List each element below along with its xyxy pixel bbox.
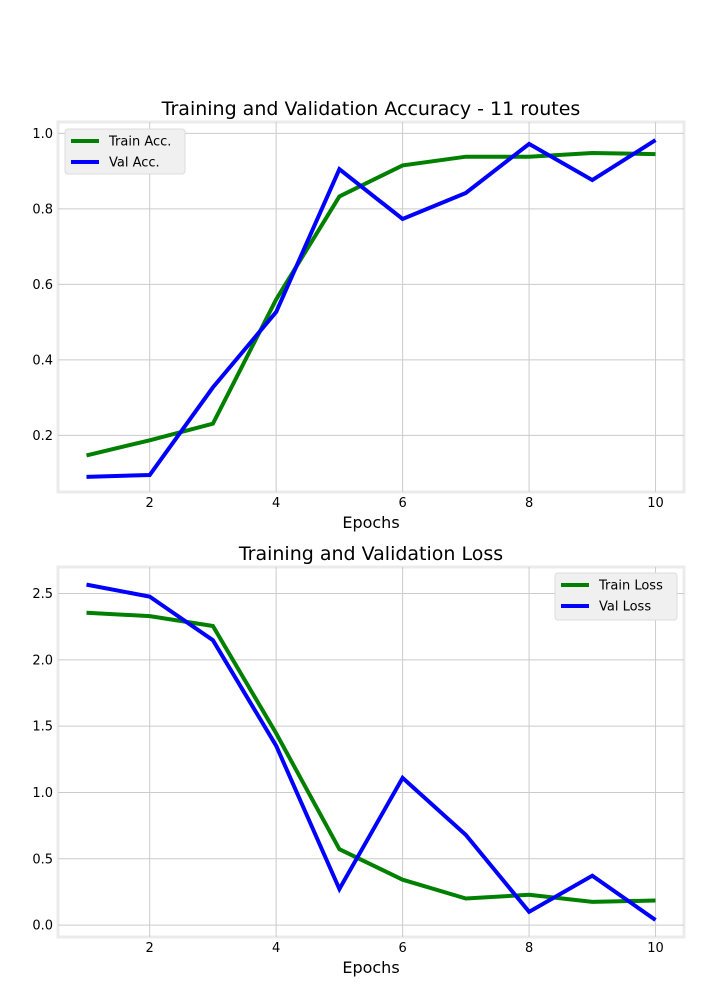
chart-1-x-tick-label: 8	[525, 941, 533, 956]
chart-0-legend-label-1: Val Acc.	[109, 156, 160, 171]
chart-0-y-tick-label: 0.6	[32, 278, 53, 293]
chart-1-series-line-1	[86, 582, 657, 922]
chart-0-y-tick-label: 1.0	[32, 127, 53, 142]
chart-0-x-tick-label: 4	[272, 496, 280, 511]
chart-1-y-tick-label: 0.0	[32, 919, 53, 934]
chart-1-plot-area	[56, 565, 686, 939]
chart-0-series-line-1	[86, 138, 657, 479]
chart-1-series-line-0	[86, 610, 656, 904]
chart-1-x-axis-label: Epochs	[342, 958, 399, 977]
chart-1-legend-label-1: Val Loss	[599, 600, 651, 615]
chart-1-x-tick-label: 2	[146, 941, 154, 956]
chart-1-y-tick-label: 1.5	[32, 720, 53, 735]
chart-1-x-tick-label: 10	[647, 941, 664, 956]
chart-1-legend-label-0: Train Loss	[598, 579, 663, 594]
chart-0-plot-area	[56, 120, 686, 494]
chart-0-x-tick-label: 2	[146, 496, 154, 511]
chart-1-y-tick-label: 0.5	[32, 852, 53, 867]
chart-0-y-tick-label: 0.8	[32, 202, 53, 217]
chart-1-title: Training and Validation Loss	[238, 543, 503, 565]
chart-0-legend-label-0: Train Acc.	[108, 135, 171, 150]
chart-1-y-tick-label: 1.0	[32, 786, 53, 801]
chart-0-x-axis-label: Epochs	[342, 513, 399, 532]
accuracy-chart: 2 4 6 8 10 0.2 0.4 0.6 0.8 1.0 Training and Valida…	[32, 98, 686, 532]
chart-1-y-tick-label: 2.5	[32, 587, 53, 602]
chart-1-y-tick-label: 2.0	[32, 653, 53, 668]
chart-1-x-tick-label: 6	[398, 941, 406, 956]
chart-0-x-tick-label: 10	[647, 496, 664, 511]
chart-0-y-tick-label: 0.4	[32, 353, 53, 368]
chart-1-x-tick-label: 4	[272, 941, 280, 956]
chart-0-y-tick-label: 0.2	[32, 429, 53, 444]
chart-0-title: Training and Validation Accuracy - 11 ro…	[161, 98, 581, 120]
chart-1-legend: Train Loss Val Loss	[554, 572, 678, 621]
chart-0-legend: Train Acc. Val Acc.	[64, 128, 186, 175]
loss-chart: 2 4 6 8 10 0.0 0.5 1.0 1.5 2.0 2.5 Training and Val…	[32, 543, 686, 977]
chart-0-x-tick-label: 8	[525, 496, 533, 511]
chart-0-x-tick-label: 6	[398, 496, 406, 511]
